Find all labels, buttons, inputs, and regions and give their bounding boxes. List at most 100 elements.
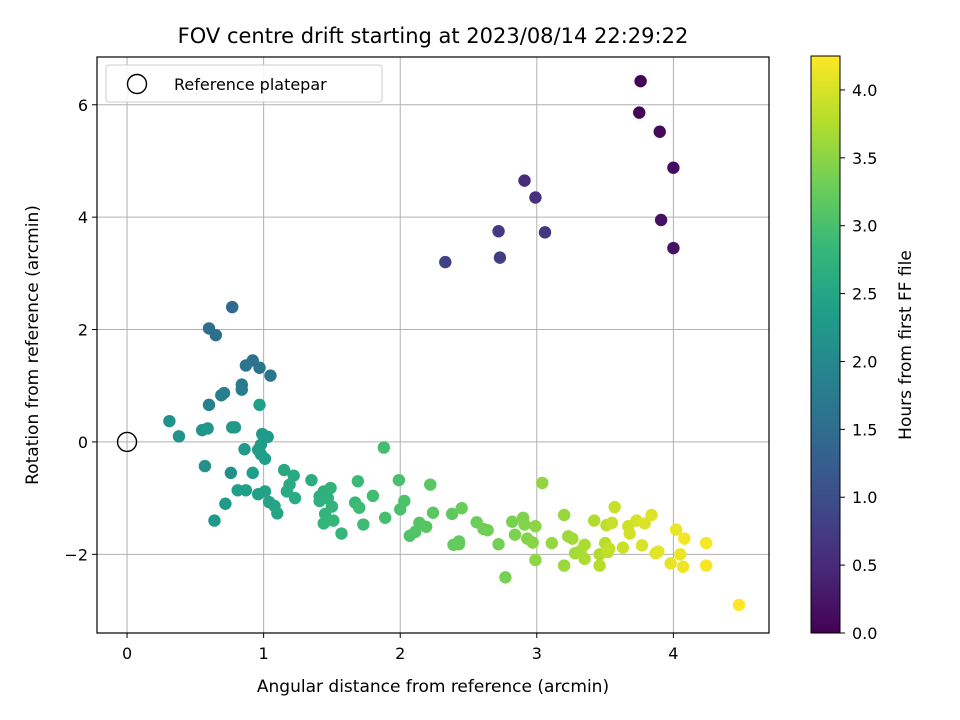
data-point-80 xyxy=(424,478,437,491)
data-point-65 xyxy=(335,527,348,540)
data-point-131 xyxy=(676,560,690,573)
data-point-112 xyxy=(593,559,606,572)
data-point-64 xyxy=(327,514,340,527)
data-point-55 xyxy=(305,473,318,487)
data-point-3 xyxy=(667,161,680,174)
data-point-70 xyxy=(366,489,380,503)
data-point-118 xyxy=(608,500,621,514)
legend-box xyxy=(105,64,383,103)
colorbar-tick-label-4: 2.0 xyxy=(852,352,877,371)
colorbar-tick-label-7: 3.5 xyxy=(852,149,877,168)
data-point-2 xyxy=(653,125,666,138)
data-point-42 xyxy=(239,484,253,497)
data-point-8 xyxy=(538,226,552,239)
data-point-89 xyxy=(481,523,494,537)
data-point-81 xyxy=(426,506,440,519)
x-tick-label-3: 3 xyxy=(532,644,542,663)
legend-reference-label: Reference platepar xyxy=(174,75,327,94)
y-tick-label-4: 6 xyxy=(78,96,88,115)
data-point-38 xyxy=(198,459,212,473)
data-point-6 xyxy=(518,174,531,187)
data-point-47 xyxy=(271,507,284,520)
colorbar-label: Hours from first FF file xyxy=(896,250,916,440)
data-point-130 xyxy=(674,548,687,561)
data-point-28 xyxy=(201,422,214,435)
data-point-128 xyxy=(664,557,677,570)
data-point-7 xyxy=(529,191,542,204)
data-point-135 xyxy=(732,598,746,612)
data-point-90 xyxy=(492,538,505,551)
data-point-108 xyxy=(578,538,591,551)
data-point-117 xyxy=(605,516,619,530)
data-point-123 xyxy=(635,539,649,552)
y-axis-ticks: −2 0 2 4 6 xyxy=(64,96,97,564)
x-axis-label: Angular distance from reference (arcmin) xyxy=(257,677,609,697)
data-point-53 xyxy=(280,485,294,498)
data-point-39 xyxy=(224,466,238,480)
data-points xyxy=(116,74,746,612)
data-point-48 xyxy=(219,497,232,510)
data-point-129 xyxy=(669,523,683,536)
data-point-73 xyxy=(392,473,406,487)
data-point-127 xyxy=(652,545,665,558)
data-point-30 xyxy=(228,421,242,434)
data-point-9 xyxy=(492,225,505,238)
data-point-105 xyxy=(566,532,579,545)
data-point-16 xyxy=(253,361,266,374)
data-point-98 xyxy=(529,520,542,533)
data-point-67 xyxy=(351,475,365,488)
data-point-68 xyxy=(353,501,366,514)
data-point-50 xyxy=(277,463,291,477)
x-axis-ticks: 0 1 2 3 4 xyxy=(122,633,678,663)
data-point-52 xyxy=(287,469,300,482)
data-point-69 xyxy=(357,518,370,531)
data-point-97 xyxy=(526,536,539,549)
data-point-110 xyxy=(587,514,601,527)
legend-reference-marker xyxy=(126,73,148,95)
y-tick-label-3: 4 xyxy=(78,208,88,227)
data-point-4 xyxy=(654,213,668,227)
y-tick-label-0: −2 xyxy=(64,545,88,564)
y-tick-label-1: 0 xyxy=(78,433,88,452)
data-point-33 xyxy=(238,443,251,456)
data-point-92 xyxy=(506,515,519,528)
data-point-85 xyxy=(452,538,466,551)
data-point-14 xyxy=(209,328,223,342)
reference-platepar-marker xyxy=(116,431,138,453)
data-point-26 xyxy=(172,430,186,443)
colorbar-ticks: 0.0 0.5 1.0 1.5 2.0 2.5 3.0 3.5 4.0 xyxy=(840,81,877,643)
data-point-40 xyxy=(246,466,259,480)
plot-frame xyxy=(96,56,770,634)
data-point-93 xyxy=(508,528,522,541)
data-point-121 xyxy=(623,527,636,540)
data-point-12 xyxy=(226,300,239,314)
data-point-5 xyxy=(667,241,680,255)
colorbar-tick-label-8: 4.0 xyxy=(852,81,877,100)
data-point-23 xyxy=(202,398,216,412)
data-point-95 xyxy=(518,518,531,531)
data-point-102 xyxy=(557,508,571,522)
data-point-24 xyxy=(253,398,266,412)
colorbar: 0.0 0.5 1.0 1.5 2.0 2.5 3.0 3.5 4.0 Hours from f… xyxy=(810,55,916,643)
data-point-72 xyxy=(378,511,392,524)
colorbar-tick-label-5: 2.5 xyxy=(852,285,877,304)
data-point-119 xyxy=(616,541,630,554)
data-point-109 xyxy=(578,552,591,566)
data-point-17 xyxy=(264,369,277,382)
data-point-79 xyxy=(419,520,433,533)
data-point-22 xyxy=(215,389,228,402)
data-point-71 xyxy=(377,441,391,454)
colorbar-tick-label-6: 3.0 xyxy=(852,217,877,236)
data-point-1 xyxy=(633,106,646,119)
data-point-103 xyxy=(557,559,571,572)
data-point-60 xyxy=(324,481,337,495)
colorbar-tick-label-2: 1.0 xyxy=(852,488,877,507)
data-point-91 xyxy=(499,571,512,584)
colorbar-tick-label-1: 0.5 xyxy=(852,556,877,575)
colorbar-gradient xyxy=(810,55,841,634)
colorbar-tick-label-0: 0.0 xyxy=(852,624,877,643)
data-point-0 xyxy=(634,74,647,88)
chart-title: FOV centre drift starting at 2023/08/14 … xyxy=(178,24,689,48)
data-point-86 xyxy=(455,502,468,515)
data-point-20 xyxy=(235,383,248,396)
